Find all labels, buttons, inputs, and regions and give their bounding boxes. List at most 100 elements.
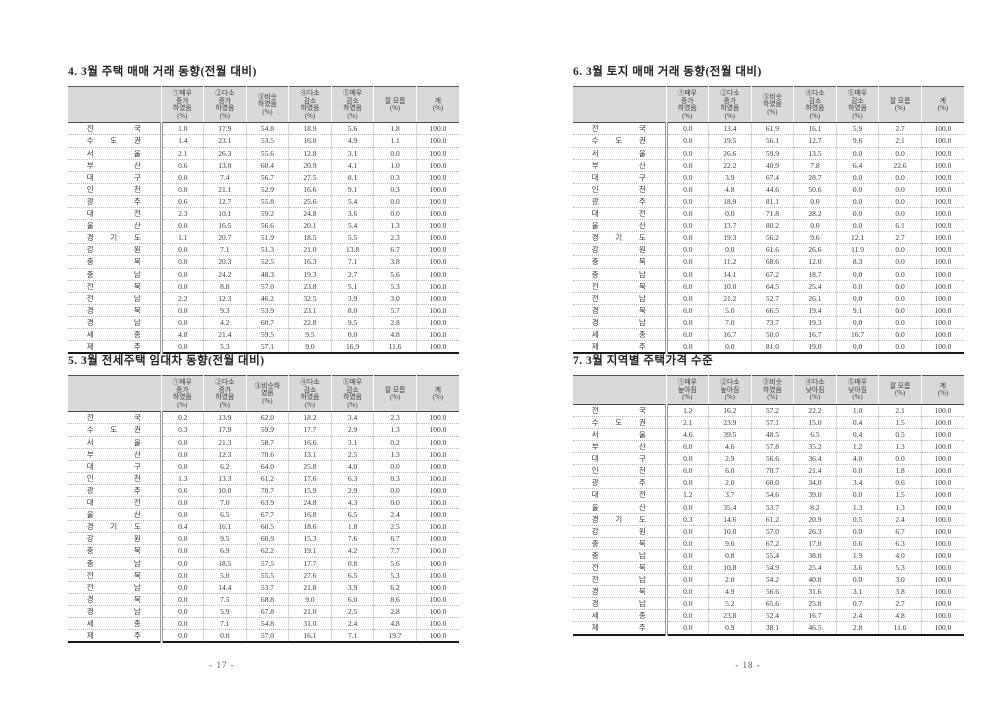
value-cell: 3.6 [330, 207, 374, 220]
value-cell: 4.3 [330, 496, 374, 509]
value-cell: 2.5 [330, 447, 374, 461]
value-cell: 56.6 [750, 452, 794, 465]
value-cell: 12.7 [203, 194, 247, 208]
value-cell: 100.0 [920, 415, 964, 429]
column-header: 계 (%) [920, 86, 964, 124]
value-cell: 53.9 [245, 303, 289, 317]
value-cell: 0.2 [159, 411, 204, 424]
value-cell: 100.0 [920, 146, 964, 160]
value-cell: 0.6 [159, 483, 204, 497]
value-cell: 6.5 [330, 508, 374, 521]
value-cell: 100.0 [920, 182, 964, 196]
table-row: 전 국 1.2 16.2 57.2 22.2 1.0 2.1 100.0 [573, 404, 964, 417]
value-cell: 0.0 [664, 464, 709, 477]
table-row: 광 주 0.6 12.7 55.8 25.6 5.4 0.0 100.0 [68, 194, 459, 208]
value-cell: 0.0 [664, 476, 709, 489]
value-cell: 20.3 [203, 255, 247, 268]
value-cell: 65.6 [750, 597, 794, 610]
value-cell: 19.4 [793, 303, 837, 317]
table-row: 인 천 0.0 6.0 70.7 21.4 0.0 1.8 100.0 [573, 464, 964, 477]
table-row: 전 남 0.0 14.4 53.7 21.8 3.9 6.2 100.0 [68, 580, 459, 594]
value-cell: 4.8 [159, 327, 204, 341]
value-cell: 9.5 [330, 315, 374, 329]
table-row: 서 울 4.6 39.5 48.5 6.5 0.4 0.5 100.0 [573, 427, 964, 441]
value-cell: 16.1 [288, 629, 332, 643]
value-cell: 0.0 [664, 548, 709, 562]
value-cell: 7.1 [330, 629, 374, 643]
value-cell: 1.5 [878, 488, 922, 502]
value-cell: 100.0 [920, 524, 964, 538]
value-cell: 0.0 [664, 122, 709, 135]
value-cell: 100.0 [415, 459, 459, 473]
value-cell: 81.0 [750, 340, 794, 354]
value-cell: 100.0 [920, 267, 964, 281]
value-cell: 0.0 [835, 182, 879, 196]
value-cell: 14.6 [708, 512, 752, 526]
value-cell: 13.4 [708, 122, 752, 135]
value-cell: 0.0 [159, 556, 204, 570]
value-cell: 0.0 [159, 580, 204, 594]
value-cell: 3.9 [708, 170, 752, 184]
value-cell: 9.6 [793, 231, 837, 244]
value-cell: 0.0 [878, 315, 922, 329]
value-cell: 0.5 [878, 427, 922, 441]
value-cell: 100.0 [415, 423, 459, 437]
value-cell: 10.0 [708, 524, 752, 538]
value-cell: 100.0 [920, 536, 964, 550]
value-cell: 4.9 [330, 134, 374, 148]
value-cell: 0.0 [835, 291, 879, 305]
value-cell: 0.0 [793, 194, 837, 208]
value-cell: 1.8 [878, 464, 922, 477]
value-cell: 46.5 [793, 621, 837, 635]
value-cell: 21.1 [203, 182, 247, 196]
value-cell: 2.5 [373, 520, 417, 533]
value-cell: 16.7 [793, 609, 837, 622]
value-cell: 0.0 [664, 231, 709, 244]
value-cell: 1.8 [330, 520, 374, 533]
value-cell: 56.6 [245, 219, 289, 232]
value-cell: 5.4 [330, 194, 374, 208]
table-row: 광 주 0.0 2.0 60.0 34.0 3.4 0.6 100.0 [573, 476, 964, 489]
value-cell: 0.0 [159, 629, 204, 643]
value-cell: 4.6 [664, 427, 709, 441]
value-cell: 44.6 [750, 182, 794, 196]
value-cell: 0.0 [373, 146, 417, 160]
value-cell: 0.0 [159, 279, 204, 293]
value-cell: 100.0 [920, 231, 964, 244]
value-cell: 0.0 [664, 267, 709, 281]
column-header: ⑤매우 감소 하였음 (%) [330, 375, 374, 413]
value-cell: 0.0 [159, 616, 204, 630]
value-cell: 9.0 [288, 592, 332, 606]
value-cell: 0.0 [664, 573, 709, 586]
value-cell: 0.0 [664, 182, 709, 196]
value-cell: 0.3 [373, 471, 417, 485]
table-land-sales: ①매우 증가 하였음 (%) ②다소 증가 하였음 (%) ③비슷 하였음 (%) ④다소 감소 하였음(… [573, 86, 964, 355]
value-cell: 1.2 [664, 404, 709, 417]
value-cell: 23.8 [288, 279, 332, 293]
value-cell: 100.0 [920, 452, 964, 465]
value-cell: 20.9 [793, 512, 837, 526]
value-cell: 1.0 [159, 122, 204, 135]
value-cell: 62.0 [245, 411, 289, 424]
value-cell: 2.5 [330, 604, 374, 618]
value-cell: 8.8 [203, 279, 247, 293]
value-cell: 52.5 [245, 255, 289, 268]
table-row: 부 산 0.0 12.3 70.6 13.1 2.5 1.3 100.0 [68, 447, 459, 461]
table-row: 대 전 0.0 0.0 71.8 28.2 0.0 0.0 100.0 [573, 207, 964, 220]
value-cell: 0.0 [664, 146, 709, 160]
value-cell: 0.6 [159, 158, 204, 172]
value-cell: 0.6 [835, 536, 879, 550]
value-cell: 16.6 [288, 435, 332, 449]
table-row: 경 기 도 1.1 20.7 51.9 18.5 5.5 2.3 100.0 [68, 231, 459, 244]
value-cell: 1.0 [835, 404, 879, 417]
value-cell: 59.9 [750, 146, 794, 160]
table-title-price-level: 7. 3월 지역별 주택가격 수준 [573, 355, 714, 367]
value-cell: 0.0 [664, 243, 709, 256]
value-cell: 16.9 [330, 340, 374, 354]
value-cell: 4.2 [203, 315, 247, 329]
